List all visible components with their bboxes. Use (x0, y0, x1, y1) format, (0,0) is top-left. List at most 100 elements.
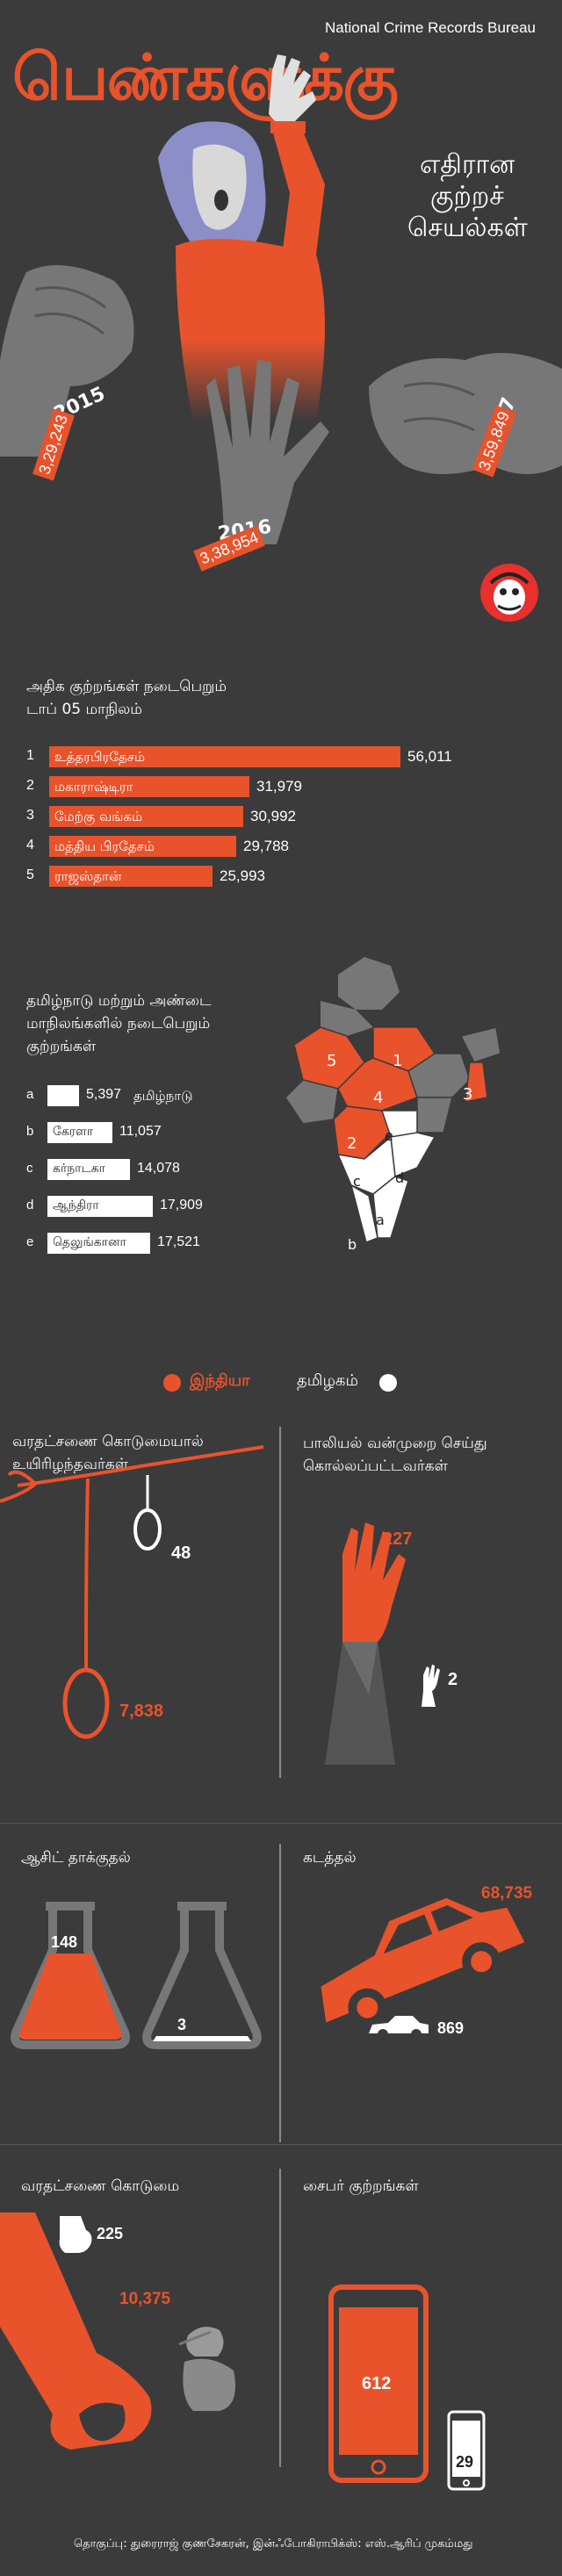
main-title: பெண்களுக்கு (12, 40, 399, 114)
legend-india-label: இந்தியா (190, 1371, 250, 1390)
legend-india-dot (163, 1374, 181, 1392)
dowry-deaths-title-1: வரதட்சணை கொடுமையால் (12, 1433, 204, 1450)
south-state-value: 11,057 (119, 1124, 162, 1139)
south-title-1: தமிழ்நாடு மற்றும் அண்டை (26, 992, 212, 1010)
south-state-value: 17,521 (157, 1234, 200, 1249)
top-state-name: உத்தரபிரதேசம் (54, 749, 146, 765)
south-state-key: d (26, 1198, 34, 1212)
car-tn-icon (369, 2016, 429, 2040)
map-label-b: b (348, 1236, 357, 1253)
dowry-deaths-title-2: உயிரிழந்தவர்கள் (12, 1456, 129, 1473)
map-label-a: a (376, 1212, 385, 1228)
south-state-name: ஆந்திரா (53, 1198, 99, 1212)
south-state-bar (47, 1085, 79, 1106)
south-state-bar: கேரளா (47, 1122, 112, 1143)
dowry-deaths-india: 7,838 (119, 1702, 164, 1721)
map-label-5: 5 (327, 1052, 337, 1070)
phone-tn-icon (447, 2410, 486, 2491)
map-label-2: 2 (347, 1134, 357, 1153)
south-state-name: கேரளா (53, 1125, 94, 1139)
south-state-bar: கர்நாடகா (47, 1159, 130, 1180)
top-state-value: 56,011 (407, 748, 452, 765)
south-state-bar: தெலுங்கானா (47, 1233, 150, 1254)
map-label-c: c (353, 1173, 361, 1190)
dowry-cruelty-tn: 225 (97, 2225, 124, 2242)
kidnap-tn: 869 (437, 2019, 465, 2037)
south-state-key: c (26, 1161, 33, 1176)
south-title-2: மாநிலங்களில் நடைபெறும் (26, 1015, 211, 1033)
crouching-woman-icon (178, 2327, 235, 2411)
noose-illustration (0, 1445, 264, 1739)
footer-credits: தொகுப்பு: துரைராஜ் குணசேகரன், இன்ஃபோகிரா… (74, 2537, 473, 2551)
top-state-rank: 5 (26, 867, 34, 882)
south-state-value: 17,909 (160, 1198, 203, 1212)
kidnap-india: 68,735 (481, 1884, 533, 1903)
cyber-title: சைபர் குற்றங்கள் (303, 2177, 419, 2195)
map-label-d: d (395, 1169, 405, 1186)
legend-tn-label: தமிழகம் (297, 1371, 358, 1390)
subtitle-line-2: குற்றச் (430, 181, 504, 212)
hand-rape-illustration (325, 1522, 406, 1765)
top-states-title-1: அதிக குற்றங்கள் நடைபெறும் (26, 678, 227, 695)
source-label: National Crime Records Bureau (325, 19, 536, 36)
hand-middle-illustration (206, 360, 329, 544)
south-state-key: a (26, 1087, 34, 1102)
top-state-rank: 1 (26, 748, 34, 763)
car-india-icon (321, 1897, 525, 2027)
top-state-value: 25,993 (220, 867, 265, 884)
south-state-value: 14,078 (137, 1161, 180, 1176)
south-title-3: குற்றங்கள் (26, 1038, 97, 1055)
fist-right-illustration (369, 353, 562, 474)
horizontal-divider-1 (0, 1823, 562, 1824)
horizontal-divider-2 (0, 2144, 562, 2145)
india-map (285, 957, 501, 1244)
phone-india-icon (328, 2285, 429, 2483)
top-state-value: 31,979 (256, 778, 302, 795)
vertical-divider-3 (279, 2169, 281, 2467)
top-states-title-2: டாப் 05 மாநிலம் (26, 701, 142, 718)
vertical-divider-1 (279, 1427, 281, 1778)
map-label-3: 3 (463, 1085, 473, 1104)
rape-murder-india: 227 (383, 1529, 413, 1549)
cyber-tn: 29 (456, 2453, 474, 2471)
south-state-name: கர்நாடகா (53, 1162, 105, 1176)
south-state-bar: ஆந்திரா (47, 1196, 153, 1217)
map-label-1: 1 (393, 1052, 403, 1070)
top-state-rank: 4 (26, 838, 34, 853)
south-state-name: தமிழ்நாடு (133, 1088, 193, 1104)
top-state-rank: 3 (26, 808, 34, 823)
fist-left-illustration (0, 265, 134, 457)
top-state-name: மேற்கு வங்கம் (54, 809, 143, 824)
legend-tn-dot (379, 1374, 397, 1392)
top-state-value: 29,788 (243, 838, 289, 854)
top-state-value: 30,992 (250, 808, 296, 824)
top-state-rank: 2 (26, 778, 34, 793)
woman-illustration (158, 54, 325, 421)
flask-india-icon (11, 1902, 130, 2049)
dowry-cruelty-india: 10,375 (119, 2290, 171, 2308)
dowry-cruelty-title: வரதட்சணை கொடுமை (21, 2177, 180, 2195)
subtitle-line-3: செயல்கள் (407, 212, 528, 243)
south-state-name: தெலுங்கானா (53, 1235, 126, 1249)
acid-title: ஆசிட் தாக்குதல் (21, 1849, 131, 1867)
acid-tn: 3 (177, 2016, 187, 2033)
top-state-bar: மத்திய பிரதேசம் (49, 836, 236, 857)
top-state-name: மத்திய பிரதேசம் (54, 838, 155, 854)
subtitle-line-1: எதிரான (420, 149, 515, 180)
top-state-name: மகாராஷ்டிரா (54, 779, 133, 795)
acid-india: 148 (51, 1933, 78, 1951)
top-state-bar: மகாராஷ்டிரா (49, 776, 249, 797)
cyber-india: 612 (362, 2374, 392, 2393)
top-state-name: ராஜஸ்தான் (54, 868, 122, 884)
south-state-key: b (26, 1124, 34, 1139)
map-label-4: 4 (373, 1089, 384, 1107)
top-state-bar: ராஜஸ்தான் (49, 866, 213, 887)
kidnap-title: கடத்தல் (303, 1849, 357, 1867)
dowry-deaths-tn: 48 (171, 1543, 191, 1563)
south-state-key: e (26, 1234, 34, 1249)
map-label-e: e (385, 1127, 393, 1144)
flask-tn-icon (142, 1902, 262, 2049)
rape-murder-tn: 2 (448, 1670, 458, 1689)
vertical-divider-2 (279, 1844, 281, 2142)
rape-murder-title-2: கொல்லப்பட்டவர்கள் (303, 1457, 448, 1475)
